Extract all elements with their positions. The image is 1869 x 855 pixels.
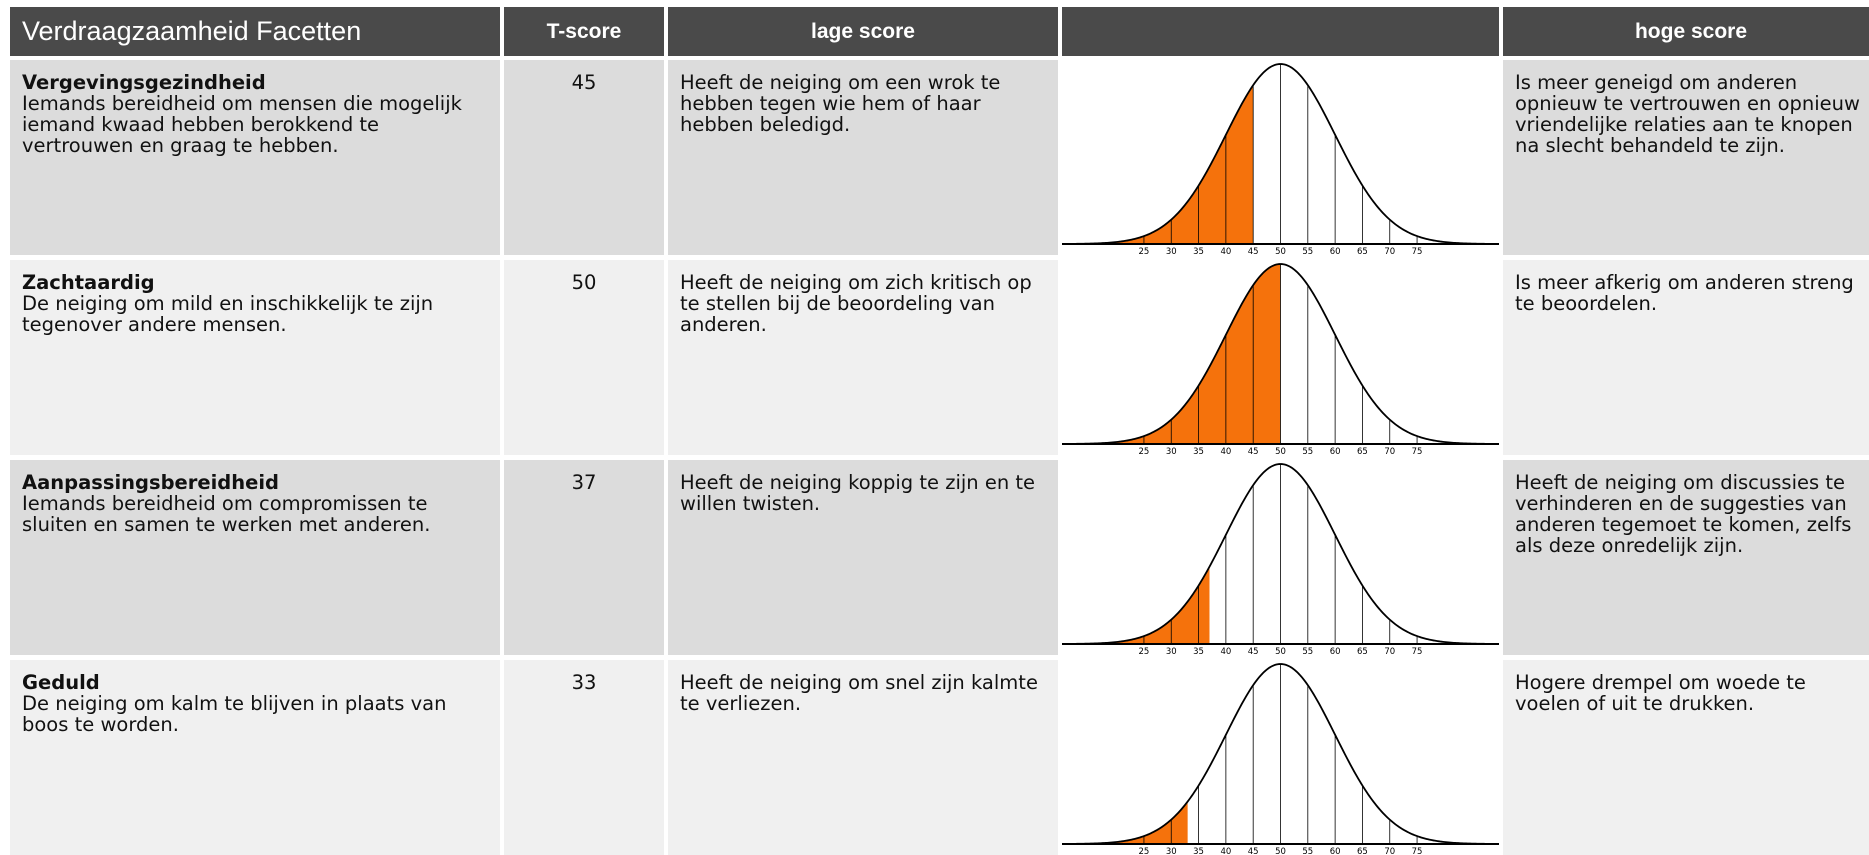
x-tick-label: 50 bbox=[1275, 247, 1286, 255]
x-tick-label: 45 bbox=[1248, 847, 1259, 855]
score-fill-area bbox=[1062, 85, 1254, 245]
x-tick-label: 40 bbox=[1220, 247, 1231, 255]
x-tick-label: 55 bbox=[1302, 847, 1313, 855]
x-tick-label: 40 bbox=[1220, 647, 1231, 655]
low-score-description: Heeft de neiging koppig te zijn en te wi… bbox=[668, 460, 1058, 655]
tscore-value: 37 bbox=[504, 460, 664, 655]
low-score-description: Heeft de neiging om zich kritisch op te … bbox=[668, 260, 1058, 455]
x-tick-label: 25 bbox=[1139, 247, 1150, 255]
x-tick-label: 55 bbox=[1302, 647, 1313, 655]
facet-cell: Vergevingsgezindheid Iemands bereidheid o… bbox=[10, 60, 500, 255]
bell-curve-line bbox=[1062, 263, 1499, 445]
x-tick-label: 60 bbox=[1330, 647, 1341, 655]
facet-name: Geduld bbox=[22, 671, 100, 694]
tscore-value: 50 bbox=[504, 260, 664, 455]
distribution-chart: 25 30 35 40 45 50 55 60 65 70 75 bbox=[1062, 460, 1499, 655]
x-tick-label: 75 bbox=[1412, 647, 1423, 655]
x-tick-label: 25 bbox=[1139, 447, 1150, 455]
score-fill-area bbox=[1062, 566, 1210, 644]
x-tick-label: 70 bbox=[1384, 447, 1395, 455]
facet-description: Iemands bereidheid om compromissen te sl… bbox=[22, 492, 431, 536]
bell-curve-svg: 25 30 35 40 45 50 55 60 65 70 75 bbox=[1062, 63, 1499, 255]
facet-cell: Zachtaardig De neiging om mild en inschik… bbox=[10, 260, 500, 455]
x-tick-label: 70 bbox=[1384, 247, 1395, 255]
x-tick-label: 60 bbox=[1330, 847, 1341, 855]
x-tick-label: 30 bbox=[1166, 247, 1177, 255]
facet-cell: Geduld De neiging om kalm te blijven in p… bbox=[10, 660, 500, 855]
x-tick-label: 30 bbox=[1166, 447, 1177, 455]
x-tick-label: 35 bbox=[1193, 247, 1204, 255]
header-tscore: T-score bbox=[504, 7, 664, 56]
x-tick-label: 45 bbox=[1248, 247, 1259, 255]
tscore-value: 45 bbox=[504, 60, 664, 255]
x-tick-label: 50 bbox=[1275, 447, 1286, 455]
tscore-value: 33 bbox=[504, 660, 664, 855]
x-tick-label: 75 bbox=[1412, 247, 1423, 255]
bell-curve-svg: 25 30 35 40 45 50 55 60 65 70 75 bbox=[1062, 663, 1499, 855]
header-chart bbox=[1062, 7, 1499, 56]
bell-curve-line bbox=[1062, 63, 1499, 245]
x-tick-label: 55 bbox=[1302, 247, 1313, 255]
low-score-description: Heeft de neiging om een wrok te hebben t… bbox=[668, 60, 1058, 255]
x-tick-label: 50 bbox=[1275, 847, 1286, 855]
bell-curve-svg: 25 30 35 40 45 50 55 60 65 70 75 bbox=[1062, 263, 1499, 455]
facet-cell: Aanpassingsbereidheid Iemands bereidheid … bbox=[10, 460, 500, 655]
distribution-chart: 25 30 35 40 45 50 55 60 65 70 75 bbox=[1062, 60, 1499, 255]
header-high: hoge score bbox=[1503, 7, 1869, 56]
facet-description: De neiging om mild en inschikkelijk te z… bbox=[22, 292, 434, 336]
x-tick-label: 35 bbox=[1193, 647, 1204, 655]
facet-description: De neiging om kalm te blijven in plaats … bbox=[22, 692, 447, 736]
x-tick-label: 30 bbox=[1166, 647, 1177, 655]
x-tick-label: 40 bbox=[1220, 847, 1231, 855]
x-tick-label: 35 bbox=[1193, 847, 1204, 855]
x-tick-label: 40 bbox=[1220, 447, 1231, 455]
bell-curve-svg: 25 30 35 40 45 50 55 60 65 70 75 bbox=[1062, 463, 1499, 655]
x-tick-label: 65 bbox=[1357, 447, 1368, 455]
distribution-chart: 25 30 35 40 45 50 55 60 65 70 75 bbox=[1062, 660, 1499, 855]
bell-curve-line bbox=[1062, 663, 1499, 845]
low-score-description: Heeft de neiging om snel zijn kalmte te … bbox=[668, 660, 1058, 855]
x-tick-label: 25 bbox=[1139, 847, 1150, 855]
x-tick-label: 75 bbox=[1412, 447, 1423, 455]
score-fill-area bbox=[1062, 801, 1188, 844]
high-score-description: Hogere drempel om woede te voelen of uit… bbox=[1503, 660, 1869, 855]
x-tick-label: 45 bbox=[1248, 447, 1259, 455]
score-fill-area bbox=[1062, 264, 1281, 444]
x-tick-label: 55 bbox=[1302, 447, 1313, 455]
x-tick-label: 75 bbox=[1412, 847, 1423, 855]
facet-name: Aanpassingsbereidheid bbox=[22, 471, 280, 494]
bell-curve-line bbox=[1062, 463, 1499, 645]
facet-name: Zachtaardig bbox=[22, 271, 155, 294]
x-tick-label: 65 bbox=[1357, 247, 1368, 255]
x-tick-label: 65 bbox=[1357, 647, 1368, 655]
x-tick-label: 70 bbox=[1384, 647, 1395, 655]
x-tick-label: 25 bbox=[1139, 647, 1150, 655]
x-tick-label: 45 bbox=[1248, 647, 1259, 655]
high-score-description: Is meer geneigd om anderen opnieuw te ve… bbox=[1503, 60, 1869, 255]
x-tick-label: 35 bbox=[1193, 447, 1204, 455]
header-facet: Verdraagzaamheid Facetten bbox=[10, 7, 500, 56]
header-low: lage score bbox=[668, 7, 1058, 56]
high-score-description: Heeft de neiging om discussies te verhin… bbox=[1503, 460, 1869, 655]
x-tick-label: 65 bbox=[1357, 847, 1368, 855]
facet-name: Vergevingsgezindheid bbox=[22, 71, 266, 94]
x-tick-label: 60 bbox=[1330, 247, 1341, 255]
facet-description: Iemands bereidheid om mensen die mogelij… bbox=[22, 92, 462, 157]
high-score-description: Is meer afkerig om anderen streng te beo… bbox=[1503, 260, 1869, 455]
distribution-chart: 25 30 35 40 45 50 55 60 65 70 75 bbox=[1062, 260, 1499, 455]
x-tick-label: 30 bbox=[1166, 847, 1177, 855]
x-tick-label: 70 bbox=[1384, 847, 1395, 855]
x-tick-label: 60 bbox=[1330, 447, 1341, 455]
x-tick-label: 50 bbox=[1275, 647, 1286, 655]
